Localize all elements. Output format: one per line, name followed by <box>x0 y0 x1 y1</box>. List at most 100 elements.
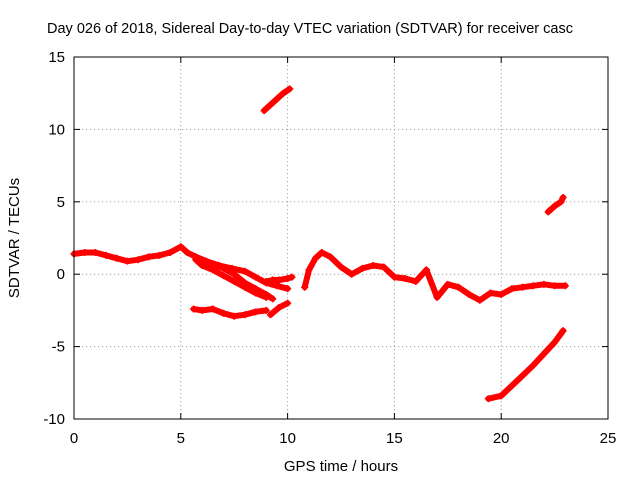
data-point <box>166 248 174 256</box>
data-series-group <box>70 85 569 403</box>
y-axis-title: SDTVAR / TECUs <box>6 178 23 298</box>
data-point <box>559 193 567 201</box>
data-point <box>155 251 163 259</box>
data-point <box>369 262 377 270</box>
data-point <box>220 309 228 317</box>
data-point <box>305 266 313 274</box>
y-tick-labels: -10 -5 0 5 10 15 <box>43 49 65 428</box>
data-point <box>326 253 334 261</box>
data-point <box>198 262 206 270</box>
data-point <box>284 285 292 293</box>
data-point <box>123 257 131 265</box>
x-tick-label: 10 <box>279 430 296 447</box>
data-point <box>183 248 191 256</box>
data-point <box>358 264 366 272</box>
data-point <box>241 267 249 275</box>
x-tick-label: 15 <box>386 430 403 447</box>
data-point <box>301 283 309 291</box>
data-point <box>192 253 200 261</box>
data-point <box>198 306 206 314</box>
data-point <box>252 308 260 316</box>
series-arc-d <box>267 299 292 319</box>
data-point <box>190 305 198 313</box>
data-point <box>422 266 430 274</box>
series-line-arc-g <box>485 327 567 402</box>
data-point <box>177 243 185 251</box>
data-point <box>91 248 99 256</box>
data-point <box>260 107 268 115</box>
y-tick-label: 5 <box>57 194 65 211</box>
data-point <box>267 311 275 319</box>
data-point <box>551 282 559 290</box>
data-point <box>337 263 345 271</box>
data-point <box>241 283 249 291</box>
data-point <box>273 282 281 290</box>
series-arc-b <box>190 305 270 320</box>
data-point <box>262 293 270 301</box>
data-point <box>284 299 292 307</box>
y-tick-label: 15 <box>48 49 65 66</box>
data-point <box>454 283 462 291</box>
data-point <box>215 262 223 270</box>
data-point <box>390 273 398 281</box>
series-arc-c <box>262 273 296 285</box>
data-point <box>318 248 326 256</box>
data-point <box>228 264 236 272</box>
data-point <box>145 253 153 261</box>
data-point <box>267 101 275 109</box>
chart-title: Day 026 of 2018, Sidereal Day-to-day VTE… <box>47 21 573 37</box>
data-point <box>273 95 281 103</box>
grid <box>74 57 608 419</box>
data-point <box>230 312 238 320</box>
series-arc-f <box>301 248 569 304</box>
y-tick-label: -10 <box>43 411 65 428</box>
data-point <box>275 304 283 312</box>
x-tick-labels: 0 5 10 15 20 25 <box>70 430 617 447</box>
data-point <box>559 327 567 335</box>
series-line-arc-h <box>545 194 567 215</box>
data-point <box>529 361 537 369</box>
data-point <box>412 277 420 285</box>
data-point <box>540 280 548 288</box>
data-point <box>269 295 277 303</box>
y-tick-label: -5 <box>52 339 65 356</box>
data-point <box>262 277 270 285</box>
data-point <box>487 289 495 297</box>
data-point <box>134 256 142 264</box>
data-point <box>288 273 296 281</box>
data-point <box>497 290 505 298</box>
data-point <box>202 257 210 265</box>
data-point <box>519 283 527 291</box>
data-point <box>311 254 319 262</box>
data-point <box>230 277 238 285</box>
data-point <box>508 382 516 390</box>
data-point <box>209 266 217 274</box>
data-point <box>540 350 548 358</box>
data-point <box>269 276 277 284</box>
series-arc-h <box>544 193 567 216</box>
data-point <box>544 208 552 216</box>
y-tick-label: 0 <box>57 266 65 283</box>
data-point <box>262 306 270 314</box>
x-tick-label: 20 <box>493 430 510 447</box>
series-arc-e <box>260 85 294 115</box>
data-point <box>508 285 516 293</box>
x-tick-label: 0 <box>70 430 78 447</box>
data-point <box>433 293 441 301</box>
series-line-arc-f <box>301 249 569 304</box>
plot-frame <box>73 56 609 420</box>
data-point <box>497 392 505 400</box>
data-point <box>252 289 260 297</box>
x-tick-label: 25 <box>600 430 617 447</box>
data-point <box>401 275 409 283</box>
data-point <box>275 276 283 284</box>
data-point <box>551 338 559 346</box>
x-axis-title: GPS time / hours <box>284 458 398 475</box>
data-point <box>380 263 388 271</box>
series-arc-a3 <box>192 253 292 293</box>
y-tick-label: 10 <box>48 121 65 138</box>
data-point <box>81 248 89 256</box>
data-point <box>444 280 452 288</box>
data-point <box>476 296 484 304</box>
